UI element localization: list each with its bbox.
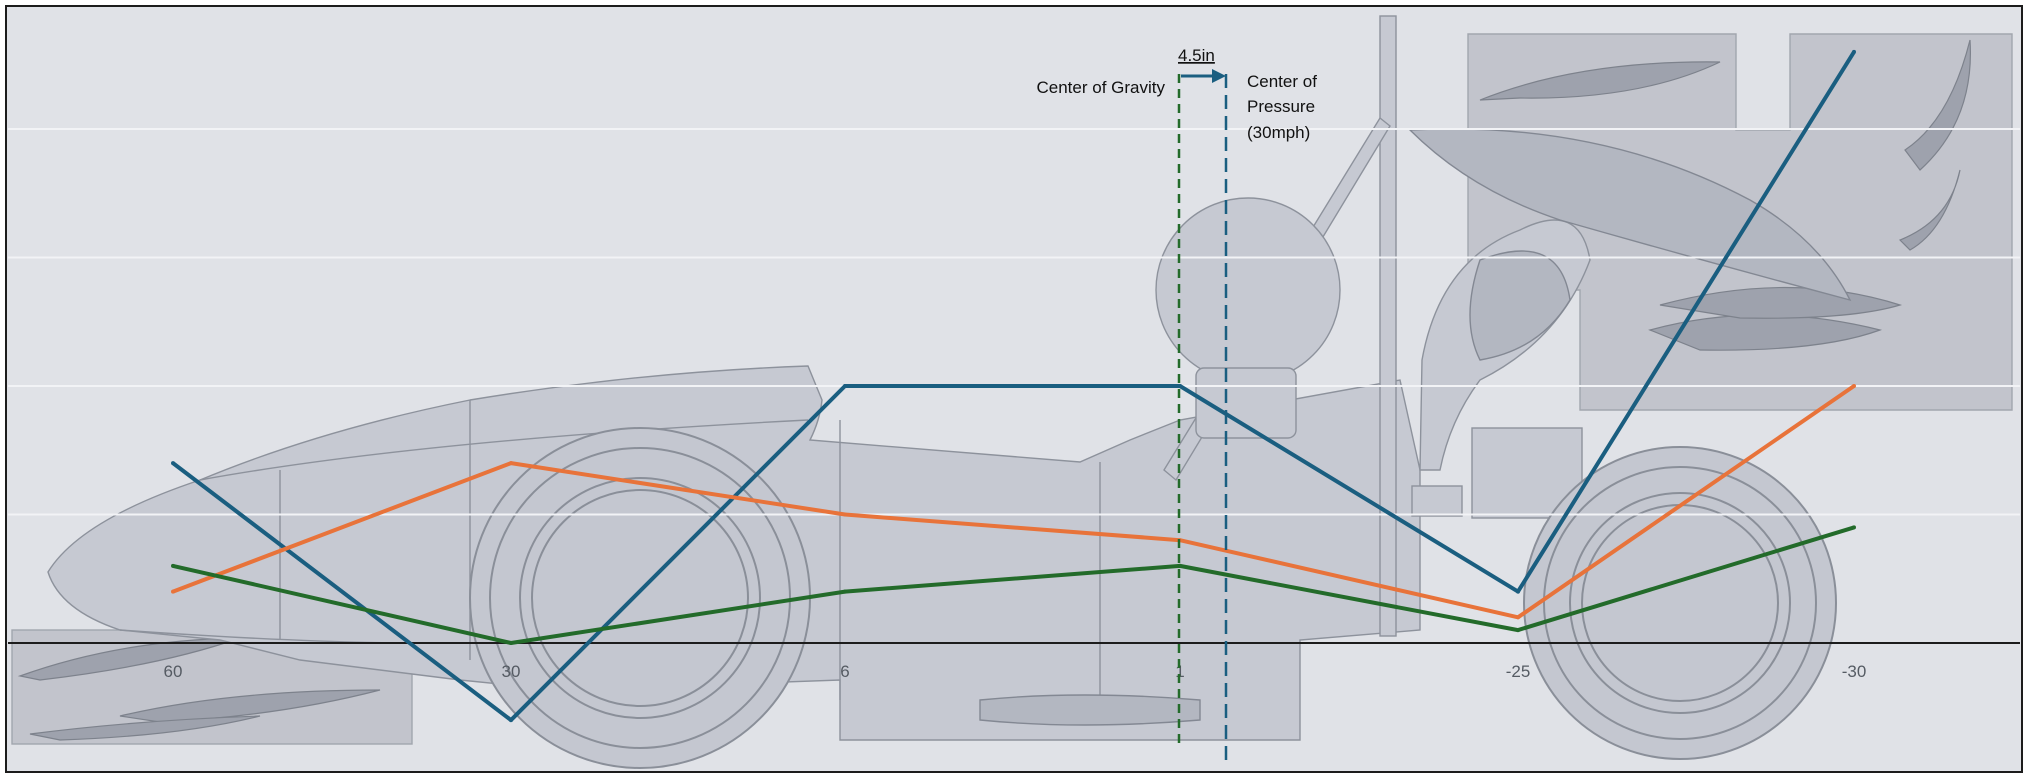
race-car-illustration: [11, 15, 2013, 769]
x-tick-label: 6: [840, 662, 849, 681]
series-lines: [171, 49, 1856, 723]
center-of-pressure-label-line-2: Pressure: [1247, 97, 1315, 116]
center-of-pressure-label-line-3: (30mph): [1247, 123, 1310, 142]
series-line-1: [171, 50, 1856, 723]
x-tick-label: 30: [502, 662, 521, 681]
data-point: [1516, 589, 1520, 594]
offset-label: 4.5in: [1178, 46, 1215, 65]
center-of-gravity-label: Center of Gravity: [1037, 78, 1166, 97]
data-point: [1852, 384, 1856, 388]
x-tick-label: 60: [164, 662, 183, 681]
data-point: [1516, 628, 1520, 633]
data-point: [843, 512, 847, 517]
data-point: [171, 461, 175, 466]
data-point: [1852, 49, 1856, 54]
data-point: [1178, 384, 1182, 388]
data-point: [171, 589, 175, 594]
data-point: [1516, 615, 1520, 620]
data-point: [843, 589, 847, 594]
x-axis: 60 30 6 1 -25 -30: [8, 642, 2020, 681]
x-tick-label: 1: [1175, 662, 1184, 681]
data-point: [509, 718, 513, 723]
data-point: [509, 461, 513, 466]
data-point: [843, 384, 847, 388]
data-point: [509, 641, 513, 645]
series-line-3: [172, 525, 1855, 645]
x-tick-label: -30: [1842, 662, 1867, 681]
data-point: [1852, 525, 1856, 530]
x-tick-label: -25: [1506, 662, 1531, 681]
offset-arrowhead: [1212, 69, 1226, 83]
center-of-pressure-label-line-1: Center of: [1247, 72, 1317, 91]
data-point: [1178, 563, 1182, 568]
data-point: [171, 563, 175, 568]
series-line-2: [172, 384, 1856, 620]
